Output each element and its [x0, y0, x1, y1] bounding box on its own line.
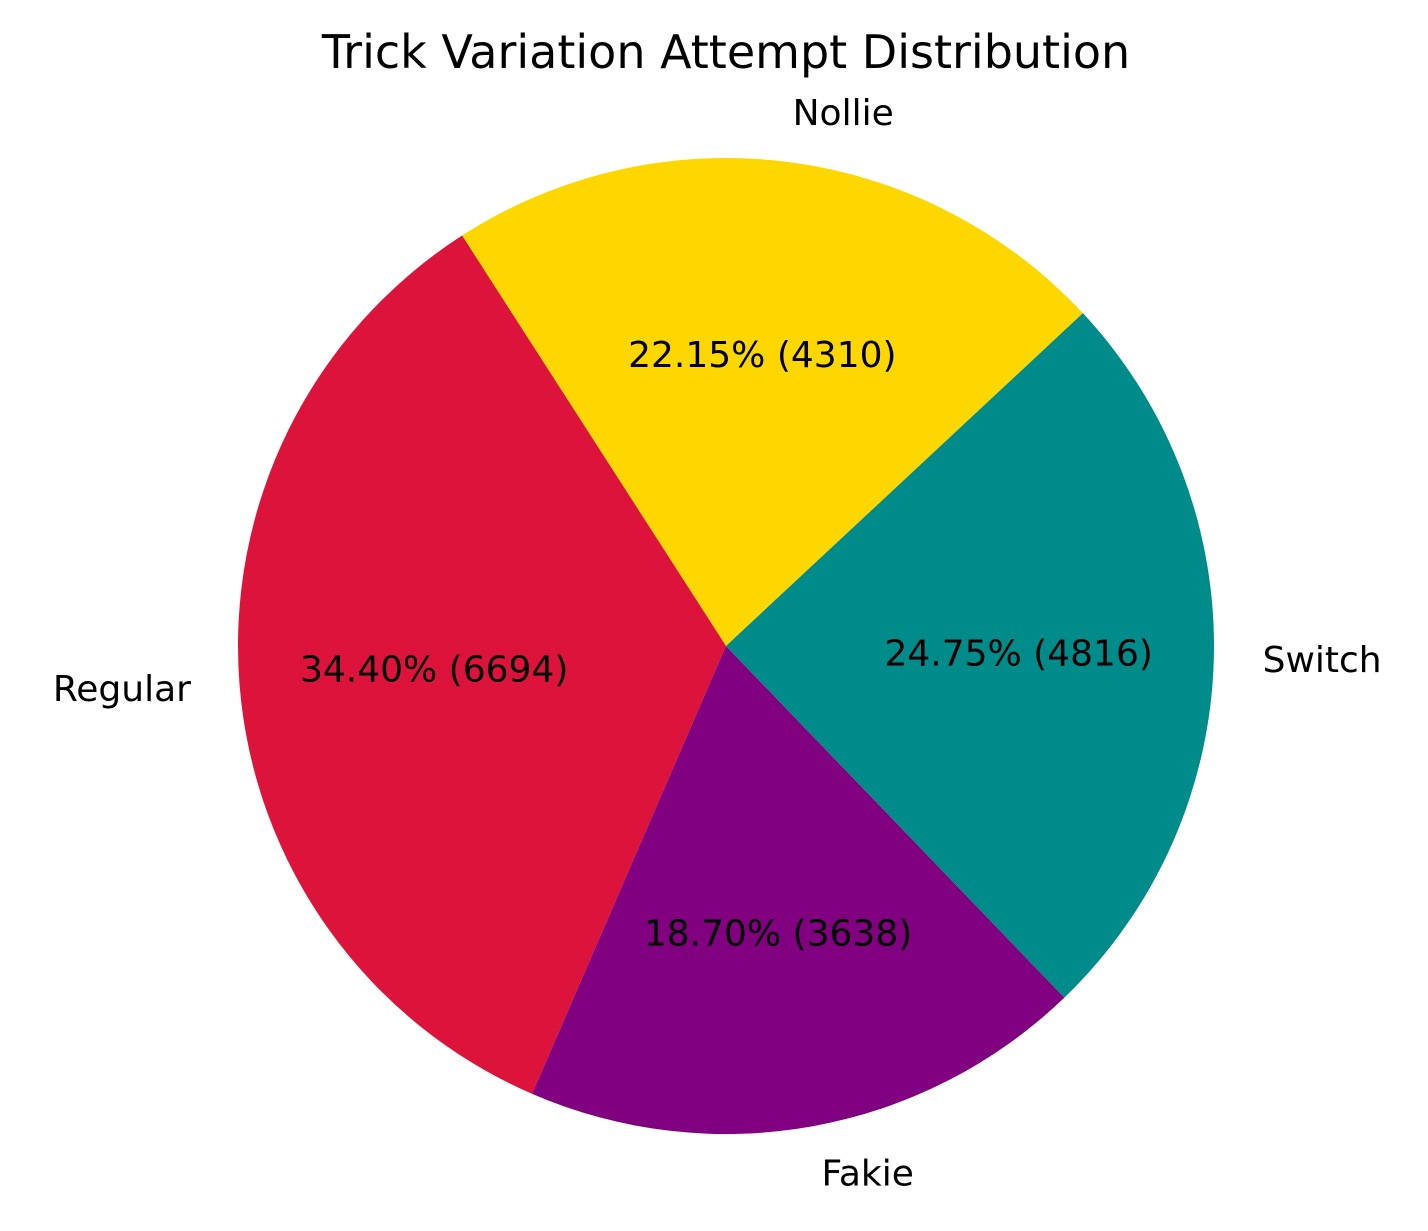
- slice-label-fakie: Fakie: [821, 1154, 913, 1195]
- percent-label-switch: 24.75% (4816): [884, 633, 1152, 674]
- pie-slices: [237, 157, 1214, 1135]
- chart-title: Trick Variation Attempt Distribution: [321, 25, 1130, 79]
- slice-label-switch: Switch: [1263, 640, 1382, 681]
- pie-slice-nollie: [462, 157, 1083, 646]
- pie-slice-regular: [237, 235, 726, 1094]
- percent-label-fakie: 18.70% (3638): [644, 914, 912, 955]
- pie-slice-switch: [726, 313, 1214, 998]
- percent-labels: 22.15% (4310) 34.40% (6694) 18.70% (3638) 2…: [300, 335, 1153, 955]
- pie-slice-fakie: [532, 646, 1065, 1135]
- slice-label-regular: Regular: [53, 669, 191, 710]
- percent-label-nollie: 22.15% (4310): [628, 335, 896, 376]
- percent-label-regular: 34.40% (6694): [300, 649, 568, 690]
- slice-label-nollie: Nollie: [793, 93, 894, 134]
- category-labels: Nollie Regular Fakie Switch: [53, 93, 1382, 1195]
